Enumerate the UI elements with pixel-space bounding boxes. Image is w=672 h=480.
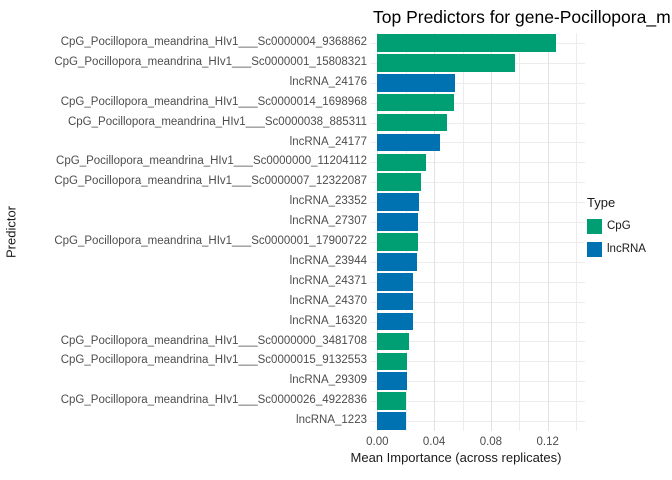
y-tick-label: lncRNA_16320 bbox=[289, 314, 367, 327]
bar bbox=[377, 113, 447, 132]
bar bbox=[377, 392, 407, 410]
y-tick-label: lncRNA_23352 bbox=[289, 195, 367, 208]
y-tick-label: CpG_Pocillopora_meandrina_HIv1___Sc00000… bbox=[60, 334, 367, 347]
bar bbox=[377, 233, 419, 251]
major-gridline bbox=[490, 33, 492, 431]
horizontal-gridline bbox=[371, 182, 585, 184]
y-tick-label: lncRNA_29309 bbox=[289, 374, 367, 387]
bar bbox=[377, 193, 420, 211]
y-tick-label: CpG_Pocillopora_meandrina_HIv1___Sc00000… bbox=[56, 155, 367, 168]
y-tick-label: CpG_Pocillopora_meandrina_HIv1___Sc00000… bbox=[60, 95, 367, 108]
major-gridline bbox=[547, 33, 549, 431]
legend-entry: CpG bbox=[587, 219, 631, 234]
legend-entries: CpG lncRNA bbox=[587, 219, 646, 257]
plot-panel bbox=[371, 33, 585, 431]
bar bbox=[377, 153, 426, 172]
horizontal-gridline bbox=[371, 401, 585, 403]
horizontal-gridline bbox=[371, 222, 585, 224]
y-tick-label: CpG_Pocillopora_meandrina_HIv1___Sc00000… bbox=[54, 175, 367, 188]
y-tick-label: lncRNA_27307 bbox=[289, 215, 367, 228]
horizontal-gridline bbox=[371, 321, 585, 323]
horizontal-gridline bbox=[371, 381, 585, 383]
bar bbox=[377, 312, 413, 331]
horizontal-gridline bbox=[371, 102, 585, 104]
minor-gridline bbox=[462, 33, 464, 431]
bar bbox=[377, 292, 413, 311]
horizontal-gridline bbox=[371, 281, 585, 283]
major-gridline bbox=[377, 33, 379, 431]
y-tick-label: lncRNA_24370 bbox=[289, 294, 367, 307]
horizontal-gridline bbox=[371, 361, 585, 363]
bar bbox=[377, 54, 516, 72]
minor-gridline bbox=[405, 33, 407, 431]
legend-label: lncRNA bbox=[607, 243, 646, 255]
legend-swatch-cpg bbox=[587, 219, 602, 234]
horizontal-gridline bbox=[371, 122, 585, 124]
y-tick-label: lncRNA_24371 bbox=[289, 274, 367, 287]
legend: Type CpG lncRNA bbox=[587, 195, 646, 265]
bar bbox=[377, 412, 407, 430]
x-tick-label: 0.08 bbox=[479, 436, 503, 448]
y-tick-label: CpG_Pocillopora_meandrina_HIv1___Sc00000… bbox=[60, 394, 367, 407]
bar bbox=[377, 253, 418, 271]
horizontal-gridline bbox=[371, 162, 585, 164]
y-tick-label: CpG_Pocillopora_meandrina_HIv1___Sc00000… bbox=[54, 235, 367, 247]
legend-swatch-lncrna bbox=[587, 242, 602, 257]
horizontal-gridline bbox=[371, 341, 585, 343]
chart-title: Top Predictors for gene-Pocillopora_m bbox=[373, 7, 671, 27]
x-tick-label: 0.00 bbox=[366, 436, 389, 448]
y-tick-label: lncRNA_23944 bbox=[289, 254, 367, 267]
bar bbox=[377, 173, 422, 192]
horizontal-gridline bbox=[371, 202, 585, 204]
bar bbox=[377, 34, 557, 52]
bar bbox=[377, 352, 408, 371]
horizontal-gridline bbox=[371, 241, 585, 243]
horizontal-gridline bbox=[371, 82, 585, 84]
y-tick-label: CpG_Pocillopora_meandrina_HIv1___Sc00000… bbox=[60, 354, 367, 367]
bar bbox=[377, 73, 456, 92]
legend-label: CpG bbox=[607, 220, 631, 232]
legend-entry: lncRNA bbox=[587, 242, 646, 257]
x-tick-label: 0.04 bbox=[422, 436, 446, 448]
horizontal-gridline bbox=[371, 421, 585, 423]
legend-title: Type bbox=[587, 195, 616, 210]
bar bbox=[377, 93, 454, 112]
minor-gridline bbox=[576, 33, 578, 431]
bar bbox=[377, 332, 410, 351]
y-tick-label: lncRNA_24177 bbox=[289, 135, 367, 148]
y-tick-label: CpG_Pocillopora_meandrina_HIv1___Sc00000… bbox=[54, 55, 367, 68]
major-gridline bbox=[434, 33, 436, 431]
y-tick-label: lncRNA_1223 bbox=[296, 414, 367, 427]
y-tick-label: lncRNA_24176 bbox=[289, 75, 367, 88]
y-tick-label: CpG_Pocillopora_meandrina_HIv1___Sc00000… bbox=[60, 36, 367, 48]
x-axis-title: Mean Importance (across replicates) bbox=[350, 450, 562, 465]
bar bbox=[377, 213, 419, 231]
horizontal-gridline bbox=[371, 261, 585, 263]
horizontal-gridline bbox=[371, 301, 585, 303]
bar bbox=[377, 372, 408, 391]
y-tick-label: CpG_Pocillopora_meandrina_HIv1___Sc00000… bbox=[67, 115, 367, 128]
horizontal-gridline bbox=[371, 142, 585, 144]
bar bbox=[377, 133, 440, 152]
x-tick-label: 0.12 bbox=[536, 436, 559, 448]
bar bbox=[377, 272, 413, 291]
minor-gridline bbox=[519, 33, 521, 431]
